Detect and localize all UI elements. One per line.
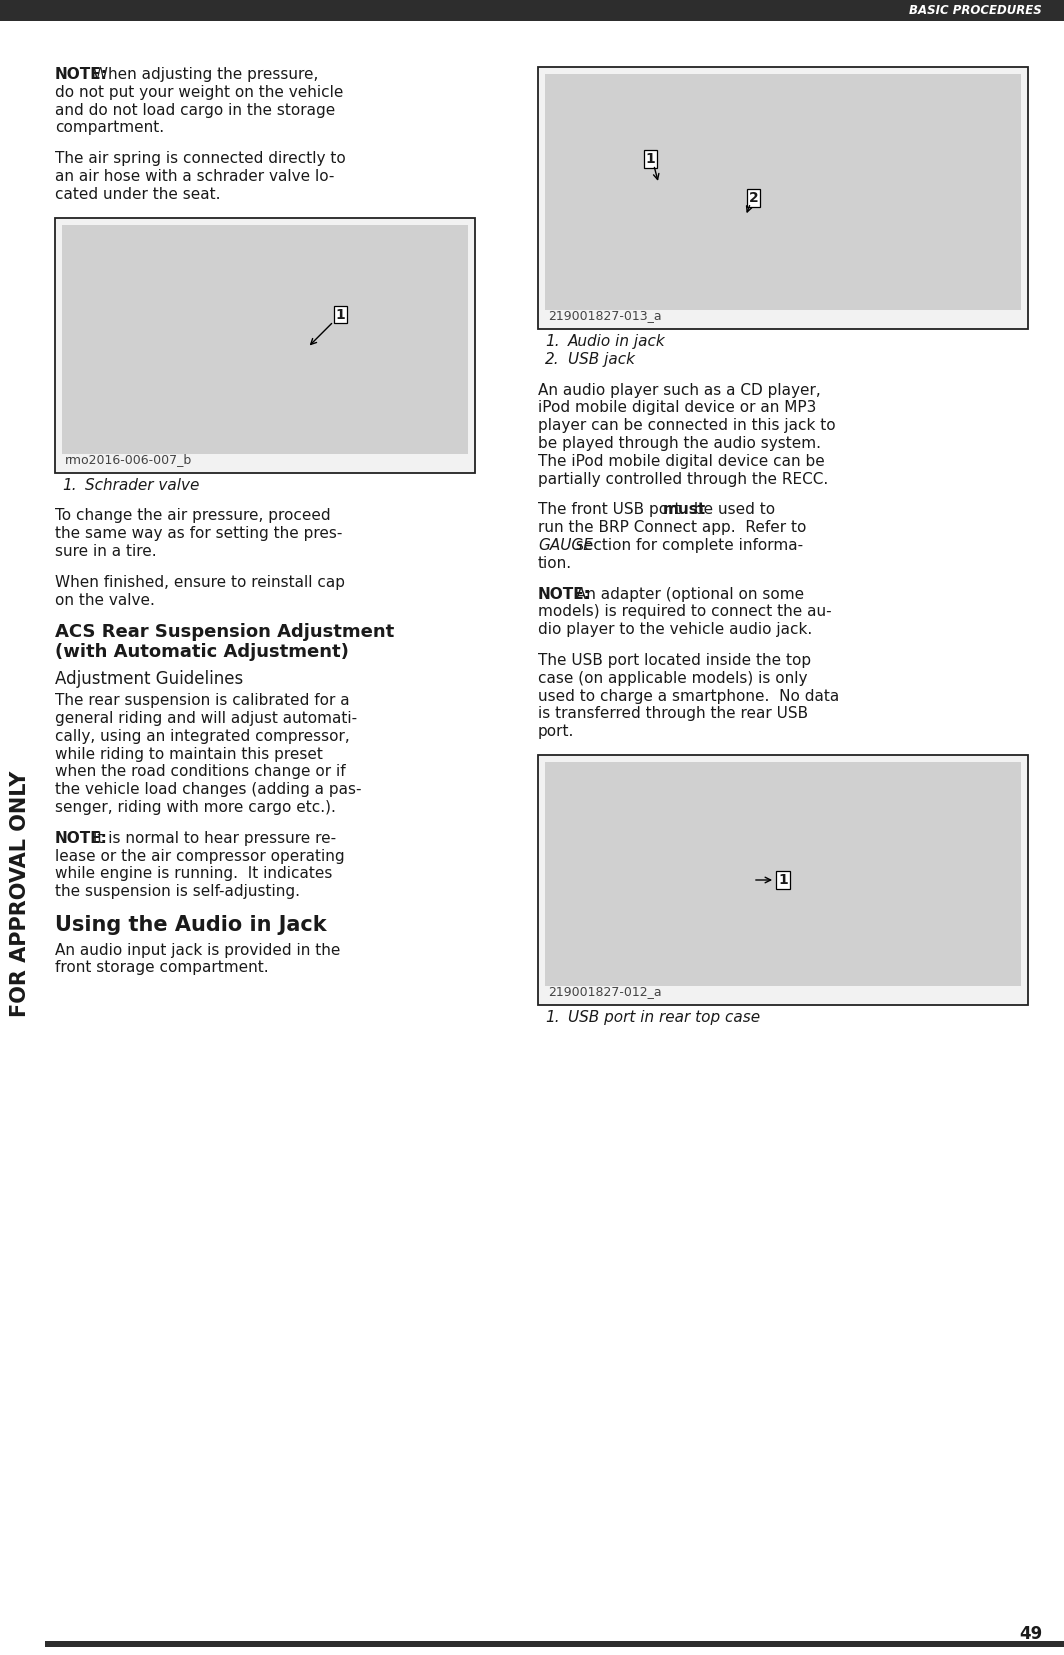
Text: 1: 1 — [646, 152, 655, 166]
Text: (with Automatic Adjustment): (with Automatic Adjustment) — [55, 644, 349, 662]
Text: is transferred through the rear USB: is transferred through the rear USB — [538, 707, 809, 722]
Text: ACS Rear Suspension Adjustment: ACS Rear Suspension Adjustment — [55, 624, 395, 642]
Text: front storage compartment.: front storage compartment. — [55, 960, 268, 975]
Text: the vehicle load changes (adding a pas-: the vehicle load changes (adding a pas- — [55, 783, 362, 798]
Text: compartment.: compartment. — [55, 121, 164, 136]
Text: models) is required to connect the au-: models) is required to connect the au- — [538, 604, 832, 619]
Text: 1.: 1. — [545, 1010, 560, 1024]
Text: 1.: 1. — [62, 478, 77, 493]
Text: 1.: 1. — [545, 334, 560, 349]
Text: GAUGE: GAUGE — [538, 538, 593, 553]
Text: sure in a tire.: sure in a tire. — [55, 544, 156, 559]
Text: do not put your weight on the vehicle: do not put your weight on the vehicle — [55, 84, 344, 99]
Text: USB port in rear top case: USB port in rear top case — [568, 1010, 760, 1024]
Text: run the BRP Connect app.  Refer to: run the BRP Connect app. Refer to — [538, 520, 807, 535]
Text: To change the air pressure, proceed: To change the air pressure, proceed — [55, 508, 331, 523]
Text: while engine is running.  It indicates: while engine is running. It indicates — [55, 867, 332, 882]
Text: The air spring is connected directly to: The air spring is connected directly to — [55, 151, 346, 166]
Text: the suspension is self-adjusting.: the suspension is self-adjusting. — [55, 884, 300, 899]
Text: FOR APPROVAL ONLY: FOR APPROVAL ONLY — [10, 771, 30, 1016]
Bar — [538, 755, 1028, 1005]
Text: an air hose with a schrader valve lo-: an air hose with a schrader valve lo- — [55, 169, 334, 184]
Text: iPod mobile digital device or an MP3: iPod mobile digital device or an MP3 — [538, 401, 816, 415]
Text: 49: 49 — [1018, 1625, 1042, 1643]
Text: must: must — [663, 503, 705, 518]
Text: Audio in jack: Audio in jack — [568, 334, 666, 349]
Text: on the valve.: on the valve. — [55, 592, 155, 607]
Text: Schrader valve: Schrader valve — [85, 478, 199, 493]
Text: and do not load cargo in the storage: and do not load cargo in the storage — [55, 103, 335, 118]
Text: dio player to the vehicle audio jack.: dio player to the vehicle audio jack. — [538, 622, 812, 637]
Text: partially controlled through the RECC.: partially controlled through the RECC. — [538, 472, 828, 487]
Text: be used to: be used to — [688, 503, 775, 518]
Text: Using the Audio in Jack: Using the Audio in Jack — [55, 915, 327, 935]
Text: An audio input jack is provided in the: An audio input jack is provided in the — [55, 943, 340, 958]
Text: 1: 1 — [778, 872, 787, 887]
Text: 219001827-012_a: 219001827-012_a — [548, 985, 662, 998]
Text: BASIC PROCEDURES: BASIC PROCEDURES — [910, 3, 1042, 17]
Text: When adjusting the pressure,: When adjusting the pressure, — [87, 66, 318, 83]
Text: 2: 2 — [749, 190, 759, 205]
Text: 2.: 2. — [545, 353, 560, 367]
Bar — [55, 217, 475, 473]
Text: section for complete informa-: section for complete informa- — [570, 538, 803, 553]
Text: be played through the audio system.: be played through the audio system. — [538, 435, 821, 452]
Text: while riding to maintain this preset: while riding to maintain this preset — [55, 746, 322, 761]
Text: senger, riding with more cargo etc.).: senger, riding with more cargo etc.). — [55, 799, 336, 814]
Text: rmo2016-006-007_b: rmo2016-006-007_b — [65, 452, 193, 465]
Text: An adapter (optional on some: An adapter (optional on some — [570, 586, 803, 602]
Text: NOTE:: NOTE: — [55, 66, 107, 83]
Bar — [0, 0, 1064, 22]
Text: NOTE:: NOTE: — [538, 586, 591, 602]
Text: port.: port. — [538, 725, 575, 740]
Text: When finished, ensure to reinstall cap: When finished, ensure to reinstall cap — [55, 574, 345, 589]
Text: case (on applicable models) is only: case (on applicable models) is only — [538, 670, 808, 685]
Text: The front USB port: The front USB port — [538, 503, 685, 518]
Bar — [62, 225, 468, 453]
Text: general riding and will adjust automati-: general riding and will adjust automati- — [55, 712, 358, 727]
Text: player can be connected in this jack to: player can be connected in this jack to — [538, 419, 835, 434]
Bar — [545, 761, 1021, 986]
Text: NOTE:: NOTE: — [55, 831, 107, 846]
Text: 1: 1 — [336, 308, 346, 321]
Text: Adjustment Guidelines: Adjustment Guidelines — [55, 670, 244, 688]
Text: tion.: tion. — [538, 556, 572, 571]
Bar — [45, 1642, 1064, 1647]
Text: lease or the air compressor operating: lease or the air compressor operating — [55, 849, 345, 864]
Text: The rear suspension is calibrated for a: The rear suspension is calibrated for a — [55, 693, 350, 708]
Text: the same way as for setting the pres-: the same way as for setting the pres- — [55, 526, 343, 541]
Text: USB jack: USB jack — [568, 353, 635, 367]
Text: It is normal to hear pressure re-: It is normal to hear pressure re- — [87, 831, 336, 846]
Text: cally, using an integrated compressor,: cally, using an integrated compressor, — [55, 728, 350, 743]
Text: An audio player such as a CD player,: An audio player such as a CD player, — [538, 382, 820, 397]
Bar — [538, 66, 1028, 329]
Text: The USB port located inside the top: The USB port located inside the top — [538, 654, 811, 669]
Text: when the road conditions change or if: when the road conditions change or if — [55, 765, 346, 780]
Text: used to charge a smartphone.  No data: used to charge a smartphone. No data — [538, 688, 839, 703]
Bar — [545, 74, 1021, 309]
Text: 219001827-013_a: 219001827-013_a — [548, 309, 662, 323]
Text: cated under the seat.: cated under the seat. — [55, 187, 220, 202]
Text: The iPod mobile digital device can be: The iPod mobile digital device can be — [538, 453, 825, 468]
